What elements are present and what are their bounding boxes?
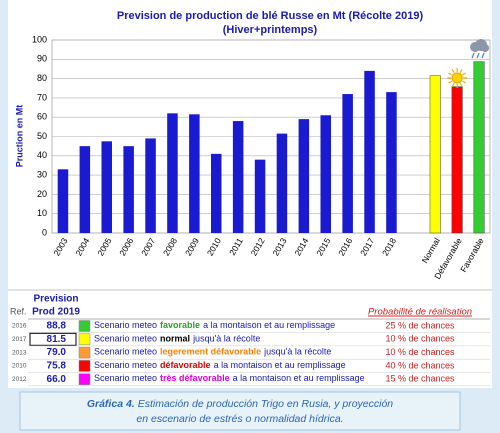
forecast-value: 81.5 [47, 334, 67, 345]
probability: 10 % de chances [385, 347, 455, 357]
table-header: Ref. [10, 306, 27, 316]
sun-icon [451, 72, 463, 84]
forecast-value: 75.8 [47, 361, 67, 372]
y-tick-label: 20 [37, 189, 47, 199]
bar [320, 115, 332, 233]
sun-ray [462, 72, 467, 76]
scenario-emph: très défavorable [160, 374, 230, 384]
scenario-prefix: Scenario meteo [94, 360, 157, 370]
sun-ray [448, 72, 453, 76]
scenario-emph: legerement défavorable [160, 347, 261, 357]
scenario-prefix: Scenario meteo [94, 347, 157, 357]
bar [429, 75, 441, 234]
caption-label: Gráfica 4. [87, 398, 135, 410]
scenario-prefix: Scenario meteo [94, 374, 157, 384]
bar [232, 121, 244, 233]
rain-drop [471, 52, 475, 59]
scenario-swatch [78, 333, 91, 346]
ref-year: 2013 [12, 349, 27, 356]
highlight-box [29, 332, 77, 346]
y-tick-label: 40 [37, 150, 47, 160]
bar [342, 94, 353, 233]
bar [145, 138, 156, 233]
scenario-text: Scenario meteo défavorable a la montaison … [94, 360, 346, 370]
bar [123, 146, 134, 233]
y-tick-label: 50 [37, 131, 47, 141]
scenario-swatch [78, 360, 91, 372]
scenario-swatch [78, 320, 91, 332]
probability: 15 % de chances [385, 374, 455, 384]
chart-subtitle: (Hiver+printemps) [223, 24, 318, 36]
forecast-value: 66.0 [47, 374, 67, 385]
caption-box [19, 391, 461, 431]
probability: 25 % de chances [385, 320, 455, 330]
y-axis-label: Pruction en Mt [14, 105, 24, 168]
ref-year: 2012 [12, 376, 27, 383]
ref-year: 2016 [12, 323, 27, 330]
bar [210, 153, 222, 233]
scenario-suffix: jusqu'à la récolte [192, 334, 260, 344]
sun-ray [451, 69, 455, 74]
bar [298, 119, 310, 233]
forecast-value: 79.0 [47, 347, 67, 358]
y-tick-label: 30 [37, 169, 47, 179]
scenario-emph: normal [160, 334, 190, 344]
caption: Gráfica 4. Estimación de producción Trigo… [87, 398, 393, 410]
bar [189, 114, 200, 233]
bar [79, 146, 91, 233]
bar [167, 113, 178, 233]
table-header: Probabilité de réalisation [368, 307, 472, 318]
cloud-icon [481, 44, 490, 52]
scenario-text: Scenario meteo très défavorable a la monta… [94, 374, 365, 384]
y-tick-label: 90 [37, 54, 47, 64]
ref-year: 2010 [12, 363, 27, 370]
probability: 10 % de chances [385, 334, 455, 344]
sun-ray [462, 80, 467, 84]
y-tick-label: 0 [42, 227, 47, 237]
bar [101, 141, 113, 233]
caption-line: Estimación de producción Trigo en Rusia,… [138, 398, 394, 410]
bar [276, 133, 288, 233]
y-tick-label: 70 [37, 92, 47, 102]
forecast-value: 88.8 [47, 321, 67, 332]
y-tick-label: 10 [37, 208, 47, 218]
chart-title: Prevision de production de blé Russe en … [117, 10, 424, 22]
scenario-emph: favorable [160, 320, 200, 330]
y-tick-label: 100 [32, 34, 47, 44]
scenario-emph: défavorable [160, 360, 211, 370]
sun-ray [459, 82, 463, 87]
scenario-swatch [78, 373, 91, 385]
scenario-text: Scenario meteo normal jusqu'à la récolte [94, 334, 260, 344]
y-tick-label: 80 [37, 73, 47, 83]
rain-drop [476, 52, 480, 59]
bar [254, 159, 266, 233]
scenario-prefix: Scenario meteo [94, 320, 157, 330]
table-header: Prevision [33, 294, 78, 305]
bar [451, 86, 463, 234]
scenario-suffix: a la montaison et au remplissage [203, 320, 335, 330]
table-header: Prod 2019 [32, 307, 80, 318]
y-tick-label: 60 [37, 112, 47, 122]
scenario-prefix: Scenario meteo [94, 334, 157, 344]
sun-ray [459, 69, 463, 74]
sun-ray [448, 80, 453, 84]
bar [473, 61, 485, 234]
caption-line: en escenario de estrés o normalidad hídr… [136, 413, 343, 425]
bar [57, 169, 69, 233]
bar [364, 70, 375, 233]
scenario-text: Scenario meteo legerement défavorable jusq… [94, 347, 331, 357]
bar [386, 92, 397, 233]
probability: 40 % de chances [385, 360, 455, 370]
scenario-swatch [78, 346, 91, 359]
sun-ray [451, 82, 455, 87]
ref-year: 2017 [12, 336, 27, 343]
scenario-suffix: a la montaison et au remplissage [214, 360, 346, 370]
scenario-suffix: a la montaison et au remplissage [233, 374, 365, 384]
scenario-text: Scenario meteo favorable a la montaison et… [94, 320, 335, 330]
scenario-suffix: jusqu'à la récolte [263, 347, 331, 357]
rain-drop [481, 52, 485, 59]
